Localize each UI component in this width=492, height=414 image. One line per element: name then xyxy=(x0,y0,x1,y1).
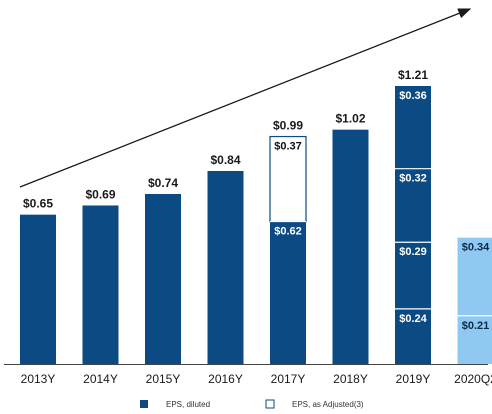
bar-segment xyxy=(395,308,431,364)
legend-label: EPS, as Adjusted(3) xyxy=(292,400,364,409)
bar-total-label: $0.69 xyxy=(85,187,115,201)
bar-segment xyxy=(332,129,369,364)
bar-segment xyxy=(207,171,244,364)
bar-segment xyxy=(395,168,431,243)
bar-total-label: $1.02 xyxy=(335,112,365,126)
segment-value-label: $0.34 xyxy=(462,242,490,254)
bar-segment xyxy=(395,242,431,309)
bar-total-label: $0.74 xyxy=(148,176,178,190)
segment-value-label: $0.36 xyxy=(399,90,427,102)
category-tick-label: 2020Q2 xyxy=(454,372,492,386)
bar-segment xyxy=(145,193,181,364)
segment-value-label: $0.24 xyxy=(399,313,427,325)
segment-value-label: $0.21 xyxy=(462,320,490,332)
bar-total-label: $0.65 xyxy=(23,197,53,211)
bar-total-label: $0.99 xyxy=(273,119,303,133)
bar-segment xyxy=(20,214,56,364)
segment-value-label: $0.29 xyxy=(399,246,427,258)
segment-value-label: $0.32 xyxy=(399,173,427,185)
legend-swatch xyxy=(140,400,148,408)
category-tick-label: 2019Y xyxy=(396,372,431,386)
segment-value-label: $0.62 xyxy=(274,226,302,238)
category-tick-label: 2017Y xyxy=(271,372,306,386)
bar-segment xyxy=(457,237,492,316)
legend-label: EPS, diluted xyxy=(166,400,210,409)
bar-segment xyxy=(270,221,306,364)
trend-arrow xyxy=(19,8,472,188)
category-tick-label: 2015Y xyxy=(146,372,181,386)
category-tick-label: 2016Y xyxy=(208,372,243,386)
bar-total-label: $0.84 xyxy=(210,153,240,167)
segment-value-label: $0.37 xyxy=(274,141,302,153)
category-tick-label: 2014Y xyxy=(83,372,118,386)
category-tick-label: 2018Y xyxy=(333,372,368,386)
bar-segment xyxy=(395,86,431,169)
bar-segment xyxy=(457,315,492,364)
legend-swatch xyxy=(265,399,275,409)
category-tick-label: 2013Y xyxy=(21,372,56,386)
bar-segment xyxy=(82,205,119,364)
bar-total-label: $1.21 xyxy=(398,68,428,82)
